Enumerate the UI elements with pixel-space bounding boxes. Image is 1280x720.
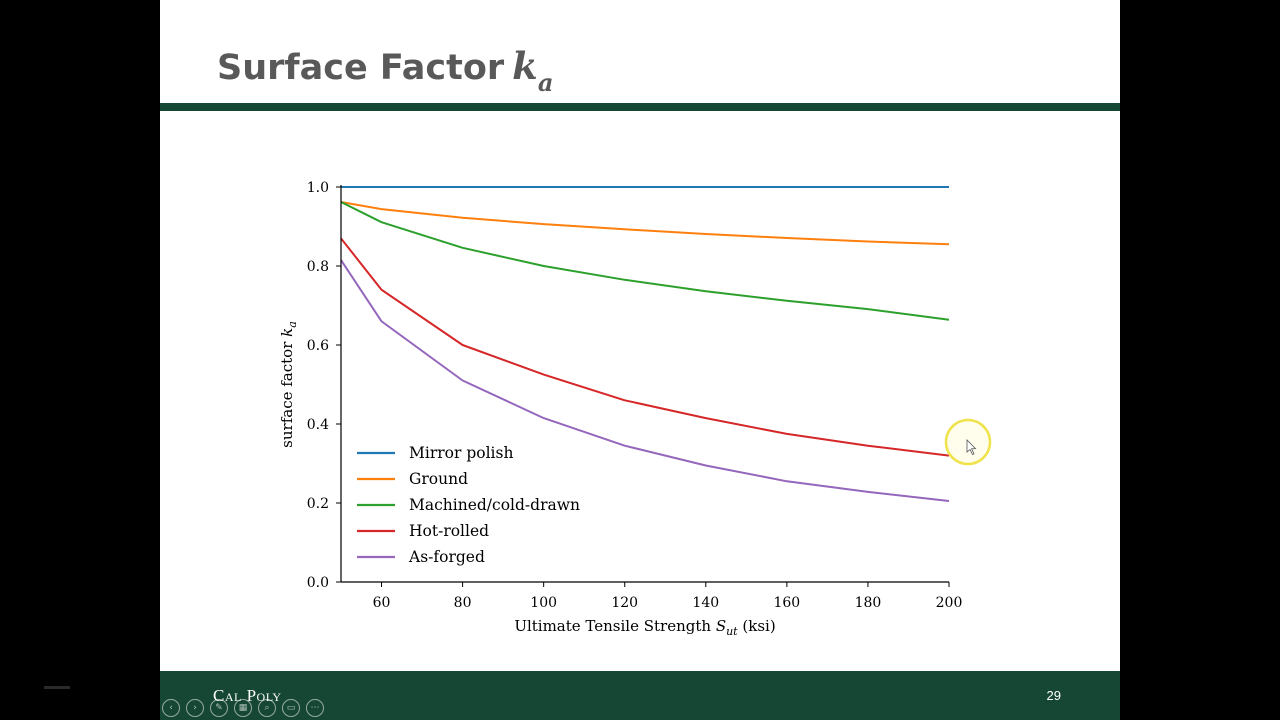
x-tick-label: 80 [454,595,472,611]
y-axis-label: surface factor ka [278,321,299,448]
series-line-machined-cold-drawn [340,201,950,321]
title-symbol-k: k [512,44,538,88]
legend: Mirror polish Ground Machined/cold-drawn Ho… [357,444,580,566]
y-tick-label: 0.6 [307,338,329,354]
series-line-ground [340,201,950,246]
legend-label: Mirror polish [409,444,513,462]
x-tick-label: 180 [855,595,882,611]
left-edge-mark [44,686,70,689]
see-all-slides-button[interactable]: ▦ [234,699,252,717]
axis-labels: Ultimate Tensile Strength Sut (ksi) surfa… [278,321,776,638]
axes-layer: 0.0 0.2 0.4 0.6 0.8 1.0 60 80 100 120 140 160 180 200 [307,180,963,611]
slide-number: 29 [1046,688,1061,703]
legend-label: Machined/cold-drawn [409,496,580,514]
mouse-cursor-highlight [944,418,992,466]
subtitles-button[interactable]: ▭ [282,699,300,717]
slide-footer: Cal Poly 29 ‹ › ✎ ▦ ⌕ ▭ ⋯ [160,671,1120,720]
x-tick-label: 100 [530,595,557,611]
title-divider [160,103,1120,111]
slideshow-controls: ‹ › ✎ ▦ ⌕ ▭ ⋯ [162,699,324,717]
x-tick-label: 200 [936,595,963,611]
y-tick-label: 0.2 [307,496,329,512]
series-line-as-forged [340,259,950,502]
x-tick-label: 60 [373,595,391,611]
x-axis-label: Ultimate Tensile Strength Sut (ksi) [514,617,775,638]
zoom-button[interactable]: ⌕ [258,699,276,717]
x-tick-label: 120 [611,595,638,611]
y-tick-label: 0.4 [307,417,329,433]
slide-title-text: Surface Factor [217,48,505,88]
title-symbol-subscript: a [537,68,554,97]
slide-title: Surface Factor ka [217,44,553,97]
slide: Surface Factor ka 0.0 0.2 0.4 0.6 0.8 1.0 60 80 1… [160,0,1120,720]
legend-label: As-forged [408,548,485,566]
legend-label: Ground [409,470,468,488]
series-layer [340,186,950,502]
slide-title-symbol: ka [512,44,553,97]
y-tick-label: 0.0 [307,575,329,591]
surface-factor-chart: 0.0 0.2 0.4 0.6 0.8 1.0 60 80 100 120 140 160 180 200… [278,180,992,638]
x-tick-label: 160 [773,595,800,611]
legend-label: Hot-rolled [409,522,489,540]
y-tick-label: 0.8 [307,259,329,275]
series-line-hot-rolled [340,237,950,457]
previous-slide-button[interactable]: ‹ [162,699,180,717]
mouse-pointer-icon [966,439,977,456]
next-slide-button[interactable]: › [186,699,204,717]
more-options-button[interactable]: ⋯ [306,699,324,717]
x-tick-label: 140 [692,595,719,611]
pen-tool-button[interactable]: ✎ [210,699,228,717]
y-tick-label: 1.0 [307,180,329,196]
